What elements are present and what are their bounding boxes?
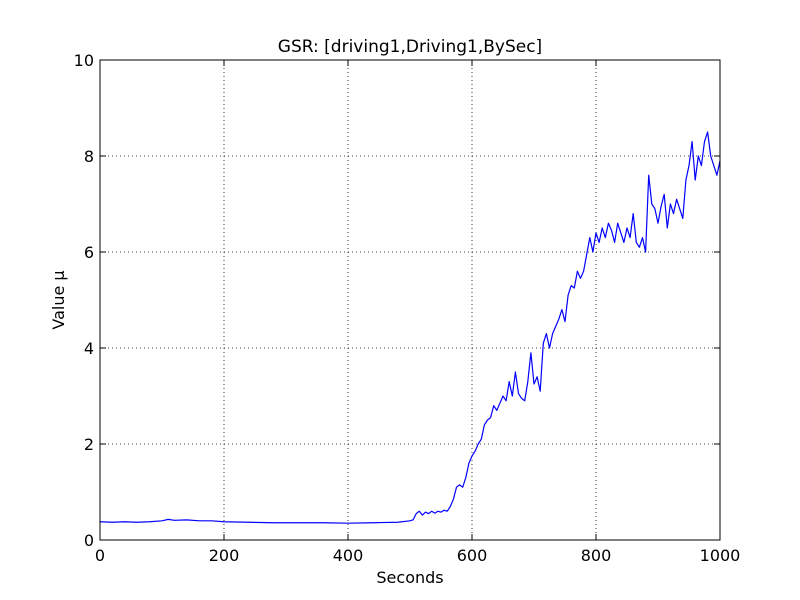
y-axis-label: Value µ <box>49 270 68 329</box>
series <box>99 131 721 524</box>
axes-background <box>100 60 720 540</box>
x-axis-label: Seconds <box>376 568 443 587</box>
y-tick-label: 0 <box>84 531 94 550</box>
y-tick-label: 6 <box>84 243 94 262</box>
x-tick-label: 600 <box>457 546 488 565</box>
y-tick-label: 8 <box>84 147 94 166</box>
x-tick-label: 0 <box>95 546 105 565</box>
grid <box>100 60 720 540</box>
chart-title: GSR: [driving1,Driving1,BySec] <box>278 37 542 57</box>
y-tick-label: 4 <box>84 339 94 358</box>
x-tick-label: 200 <box>209 546 240 565</box>
series-line <box>99 131 721 524</box>
y-tick-label: 2 <box>84 435 94 454</box>
x-tick-label: 1000 <box>700 546 741 565</box>
ticks: 0 200 400 600 800 1000 0 2 4 6 8 10 <box>74 51 741 565</box>
y-tick-label: 10 <box>74 51 94 70</box>
x-tick-label: 800 <box>581 546 612 565</box>
axes-frame <box>99 59 721 541</box>
plot-area: 0 200 400 600 800 1000 0 2 4 6 8 10 <box>74 51 741 565</box>
x-tick-label: 400 <box>333 546 364 565</box>
